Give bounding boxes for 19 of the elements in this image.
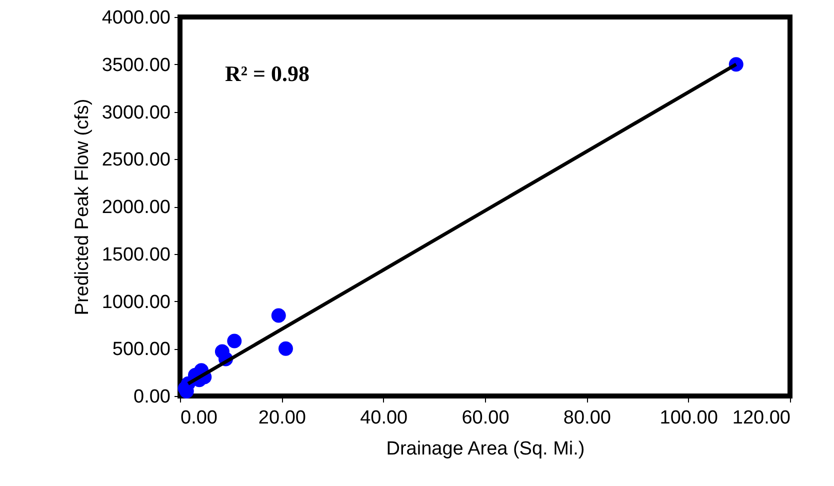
annotation: R² = 0.98 <box>225 61 310 86</box>
y-tick-label: 1000.00 <box>102 292 170 313</box>
y-tick-label: 3000.00 <box>102 102 170 124</box>
y-tick-label: 500.00 <box>112 339 170 360</box>
x-tick-label: 80.00 <box>563 408 611 428</box>
y-axis-title: Predicted Peak Flow (cfs) <box>72 98 93 316</box>
x-tick-label: 20.00 <box>258 408 306 428</box>
y-tick-label: 0.00 <box>134 386 170 408</box>
y-tick-label: 3500.00 <box>102 54 170 76</box>
x-tick-label: 100.00 <box>660 408 718 428</box>
x-tick-label: 40.00 <box>360 408 408 428</box>
y-tick-label: 2500.00 <box>102 150 170 171</box>
y-tick-label: 2000.00 <box>102 197 170 218</box>
x-tick-label: 0.00 <box>180 408 218 428</box>
y-tick-label: 1500.00 <box>102 244 170 266</box>
y-tick-label: 4000.00 <box>102 8 170 28</box>
x-tick-label: 60.00 <box>462 408 510 428</box>
x-axis-title: Drainage Area (Sq. Mi.) <box>386 438 585 460</box>
x-tick-label: 120.00 <box>732 408 790 428</box>
